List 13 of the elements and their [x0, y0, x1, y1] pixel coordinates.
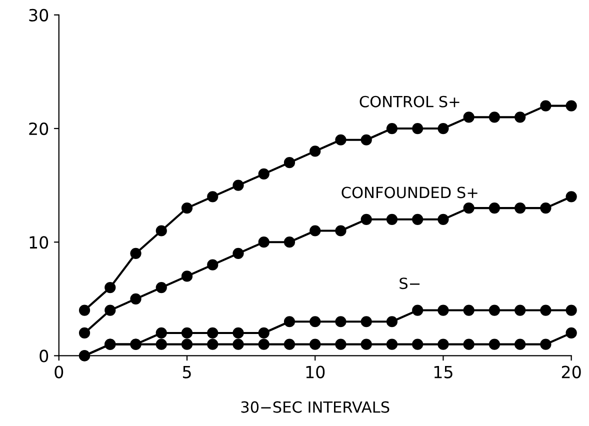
x-tick-label: 20 — [562, 366, 581, 378]
series-label: CONFOUNDED S+ — [342, 186, 478, 198]
x-axis-title: 30−SEC INTERVALS — [241, 401, 390, 413]
series-label: S− — [400, 278, 420, 290]
series-label: CONTROL S+ — [360, 96, 460, 108]
y-tick-label: 0 — [40, 350, 48, 362]
x-tick-label: 10 — [306, 366, 325, 378]
x-tick-label: 0 — [54, 366, 64, 378]
x-tick-label: 15 — [434, 366, 452, 378]
y-tick-label: 30 — [29, 8, 48, 22]
y-tick-label: 20 — [29, 122, 48, 136]
x-tick-label: 5 — [182, 366, 191, 378]
y-tick-label: 10 — [30, 236, 48, 249]
